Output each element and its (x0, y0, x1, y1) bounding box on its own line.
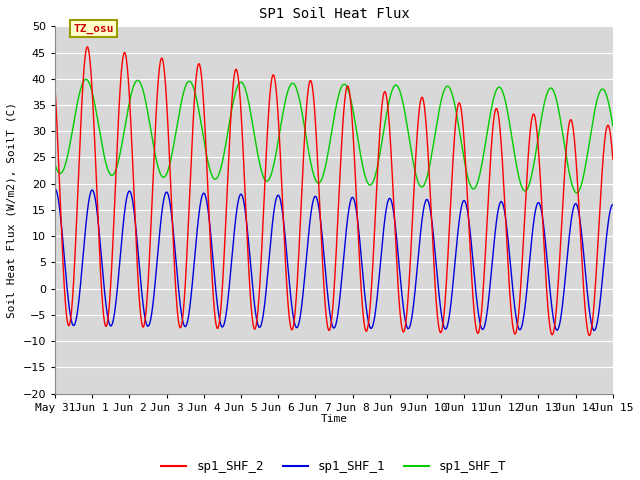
sp1_SHF_1 (609, 202, 617, 207)
sp1_SHF_1 (590, 327, 598, 333)
sp1_SHF_T (598, 86, 606, 92)
Line: sp1_SHF_2: sp1_SHF_2 (55, 47, 613, 336)
sp1_SHF_2 (265, 102, 273, 108)
Line: sp1_SHF_T: sp1_SHF_T (55, 79, 613, 193)
sp1_SHF_2 (148, 201, 156, 207)
sp1_SHF_T (115, 156, 123, 162)
sp1_SHF_2 (609, 156, 617, 162)
sp1_SHF_2 (51, 84, 59, 90)
sp1_SHF_T (148, 134, 156, 140)
sp1_SHF_2 (289, 324, 297, 329)
sp1_SHF_1 (148, 311, 156, 316)
sp1_SHF_2 (586, 333, 593, 338)
Legend: sp1_SHF_2, sp1_SHF_1, sp1_SHF_T: sp1_SHF_2, sp1_SHF_1, sp1_SHF_T (156, 455, 511, 478)
Title: SP1 Soil Heat Flux: SP1 Soil Heat Flux (259, 7, 410, 21)
Y-axis label: Soil Heat Flux (W/m2), SoilT (C): Soil Heat Flux (W/m2), SoilT (C) (7, 102, 17, 318)
sp1_SHF_T (573, 190, 580, 196)
sp1_SHF_1 (51, 186, 59, 192)
sp1_SHF_2 (598, 168, 606, 174)
sp1_SHF_T (265, 177, 273, 182)
sp1_SHF_2 (538, 204, 546, 210)
sp1_SHF_1 (538, 210, 545, 216)
sp1_SHF_T (82, 76, 90, 82)
X-axis label: Time: Time (321, 414, 348, 424)
sp1_SHF_2 (84, 44, 92, 50)
sp1_SHF_1 (289, 312, 297, 318)
sp1_SHF_T (609, 122, 617, 128)
sp1_SHF_1 (115, 272, 122, 278)
sp1_SHF_2 (115, 108, 123, 114)
Line: sp1_SHF_1: sp1_SHF_1 (55, 189, 613, 330)
sp1_SHF_T (538, 112, 546, 118)
Text: TZ_osu: TZ_osu (74, 24, 114, 34)
sp1_SHF_T (51, 161, 59, 167)
sp1_SHF_T (289, 81, 297, 86)
sp1_SHF_1 (598, 280, 606, 286)
sp1_SHF_1 (265, 257, 273, 263)
